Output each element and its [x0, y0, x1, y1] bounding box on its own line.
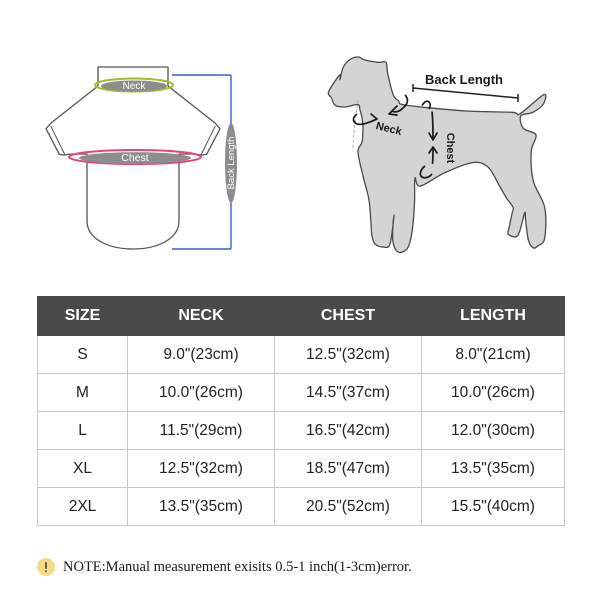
svg-text:Chest: Chest [121, 152, 149, 164]
svg-text:Neck: Neck [123, 81, 147, 92]
svg-text:Back Length: Back Length [425, 72, 503, 87]
svg-text:Back Length: Back Length [226, 137, 237, 190]
svg-text:Chest: Chest [444, 133, 456, 164]
